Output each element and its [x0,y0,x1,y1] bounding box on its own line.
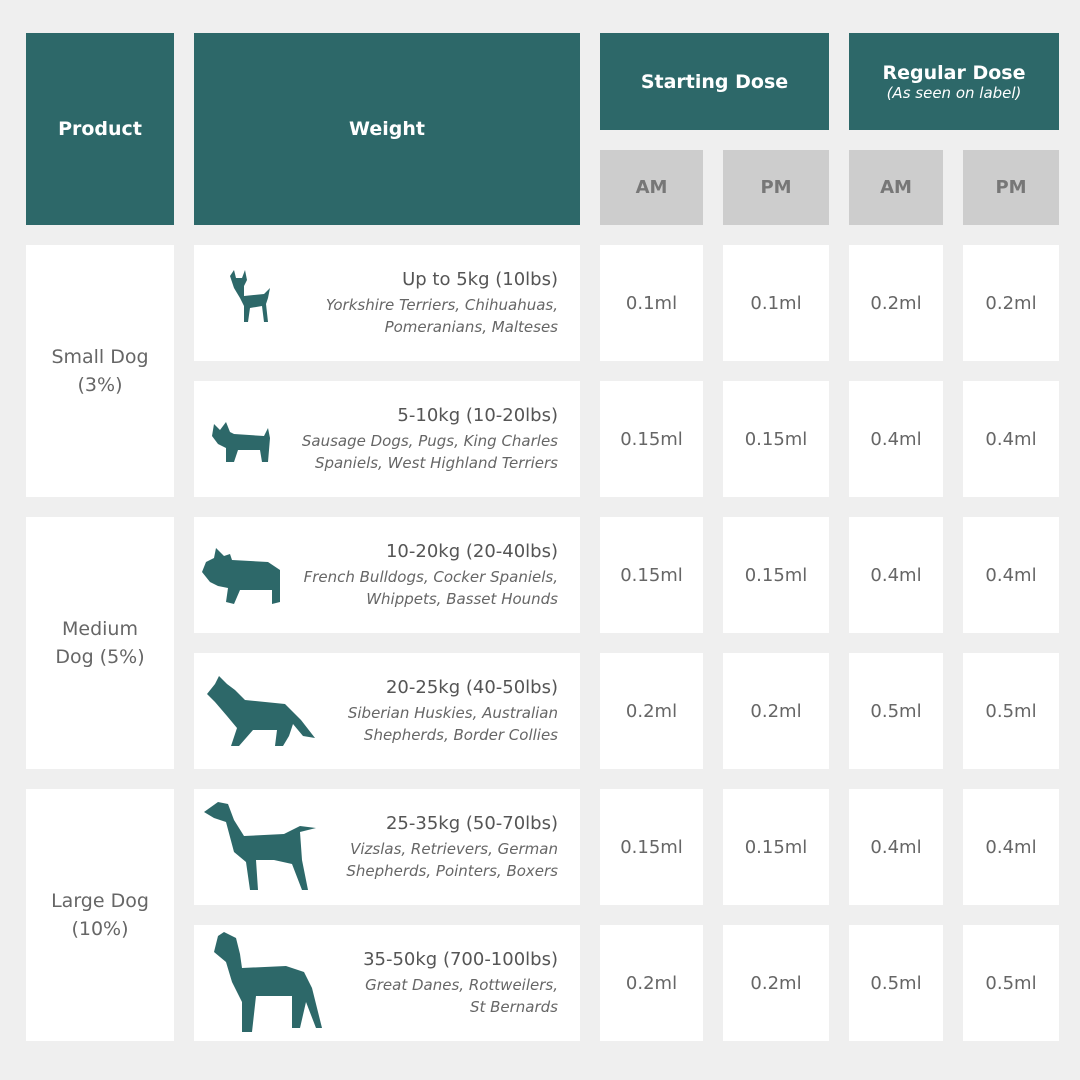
product-label: Medium [62,618,138,640]
dose-cell: 0.15ml [723,517,829,633]
product-label: Dog (5%) [55,646,145,668]
weight-text: 5-10kg (10-20lbs) Sausage Dogs, Pugs, Kin… [302,405,558,474]
dose-cell: 0.5ml [849,925,943,1041]
dose-cell: 0.4ml [963,789,1059,905]
dose-cell: 0.4ml [849,789,943,905]
dose-cell: 0.2ml [600,925,703,1041]
weight-text: 35-50kg (700-100lbs) Great Danes, Rottwei… [363,949,558,1018]
dog-icon [214,932,322,1032]
dose-cell: 0.5ml [963,653,1059,769]
dog-icon [202,548,280,604]
dose-cell: 0.15ml [600,789,703,905]
dose-cell: 0.1ml [600,245,703,361]
dose-cell: 0.2ml [963,245,1059,361]
dose-cell: 0.15ml [600,517,703,633]
breed-line: Sausage Dogs, Pugs, King Charles [301,431,558,450]
breed-line: Great Danes, Rottweilers, [365,975,558,994]
dose-cell: 0.5ml [849,653,943,769]
breed-line: Whippets, Basset Hounds [366,589,558,608]
product-label: (10%) [71,918,129,940]
header-regular-dose: Regular Dose (As seen on label) [849,33,1059,130]
header-starting-dose: Starting Dose [600,33,829,130]
dose-cell: 0.4ml [849,517,943,633]
dose-cell: 0.4ml [963,381,1059,497]
weight-range: 20-25kg (40-50lbs) [385,676,558,698]
breed-line: Siberian Huskies, Australian [347,703,558,722]
dog-icon [212,422,270,462]
dog-icon [230,270,270,322]
weight-text: Up to 5kg (10lbs) Yorkshire Terriers, Chi… [326,269,558,338]
header-note: (As seen on label) [886,83,1022,102]
weight-range: 25-35kg (50-70lbs) [385,812,558,834]
breed-line: Vizslas, Retrievers, German [350,839,558,858]
dose-cell: 0.4ml [963,517,1059,633]
product-cell: Large Dog (10%) [26,789,174,1041]
dose-cell: 0.2ml [849,245,943,361]
breed-line: St Bernards [469,997,558,1016]
sub-header: PM [723,150,829,225]
weight-range: Up to 5kg (10lbs) [402,268,558,290]
breed-line: French Bulldogs, Cocker Spaniels, [303,567,558,586]
product-cell: Medium Dog (5%) [26,517,174,769]
breed-line: Yorkshire Terriers, Chihuahuas, [325,295,558,314]
weight-range: 10-20kg (20-40lbs) [385,540,558,562]
dose-cell: 0.2ml [600,653,703,769]
breed-line: Shepherds, Border Collies [363,725,558,744]
header-title: Regular Dose [882,61,1026,84]
dose-cell: 0.2ml [723,925,829,1041]
weight-range: 5-10kg (10-20lbs) [397,404,558,426]
header-product: Product [26,33,174,225]
weight-cell: 35-50kg (700-100lbs) Great Danes, Rottwei… [194,925,580,1041]
breed-line: Spaniels, West Highland Terriers [314,453,558,472]
breed-line: Pomeranians, Malteses [384,317,558,336]
weight-text: 10-20kg (20-40lbs) French Bulldogs, Cocke… [304,541,558,610]
dose-cell: 0.15ml [600,381,703,497]
dose-cell: 0.1ml [723,245,829,361]
product-label: Small Dog [51,346,149,368]
weight-range: 35-50kg (700-100lbs) [363,948,558,970]
product-label: Large Dog [51,890,149,912]
dog-icon [207,676,315,746]
dose-cell: 0.5ml [963,925,1059,1041]
header-weight: Weight [194,33,580,225]
sub-header: AM [600,150,703,225]
weight-text: 20-25kg (40-50lbs) Siberian Huskies, Aust… [348,677,558,746]
sub-header: AM [849,150,943,225]
dose-cell: 0.2ml [723,653,829,769]
product-cell: Small Dog (3%) [26,245,174,497]
sub-header: PM [963,150,1059,225]
dose-cell: 0.15ml [723,789,829,905]
dose-cell: 0.4ml [849,381,943,497]
dose-cell: 0.15ml [723,381,829,497]
product-label: (3%) [77,374,123,396]
dog-icon [204,802,316,890]
breed-line: Shepherds, Pointers, Boxers [346,861,558,880]
weight-text: 25-35kg (50-70lbs) Vizslas, Retrievers, G… [346,813,558,882]
